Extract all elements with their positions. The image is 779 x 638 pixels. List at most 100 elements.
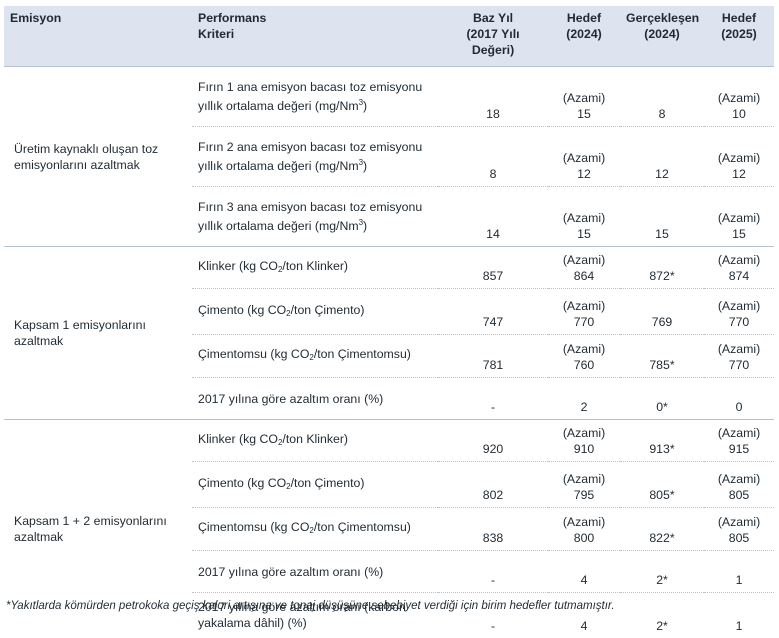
- target-2024-cell: 4: [548, 550, 620, 593]
- table-body: Üretim kaynaklı oluşan toz emisyonlarını…: [4, 66, 774, 638]
- table-row: Çimento (kg CO2/ton Çimento) 747 (Azami) 77…: [4, 288, 774, 335]
- base-year-value: 8: [438, 126, 548, 187]
- target-2025-note: (Azami): [717, 515, 761, 529]
- actual-2024-value: 2*: [620, 550, 704, 593]
- actual-2024-value: 0*: [620, 377, 704, 420]
- actual-2024-value: 785*: [620, 334, 704, 378]
- table-row: 2017 yılına göre azaltım oranı (%) - 4 2* 1: [4, 550, 774, 593]
- header-emission: Emisyon: [10, 11, 62, 25]
- criteria-text-suffix: ): [363, 99, 368, 114]
- target-2025-value: 874: [728, 269, 750, 283]
- criteria-cell: Çimentomsu (kg CO2/ton Çimentomsu): [192, 334, 438, 378]
- target-2024-value: 12: [577, 167, 591, 181]
- target-2024-cell: (Azami) 12: [548, 126, 620, 187]
- base-year-value: 18: [438, 66, 548, 127]
- actual-2024-value: 12: [620, 126, 704, 187]
- target-2025-cell: (Azami) 12: [704, 126, 774, 187]
- base-year-value: -: [438, 550, 548, 593]
- table-row: Çimentomsu (kg CO2/ton Çimentomsu) 781 (Az…: [4, 334, 774, 378]
- target-2025-cell: 0: [704, 377, 774, 420]
- target-2024-note: (Azami): [562, 91, 606, 105]
- table-row: 2017 yılına göre azaltım oranı (%) - 2 0* 0: [4, 377, 774, 420]
- criteria-text: Fırın 2 ana emisyon bacası toz emisyonu …: [198, 139, 423, 174]
- target-2025-note: (Azami): [717, 342, 761, 356]
- header-base-year: Baz Yıl (2017 Yılı Değeri): [466, 11, 520, 57]
- criteria-text-suffix: /ton Klinker): [282, 431, 349, 446]
- criteria-subscript: 2: [286, 308, 291, 318]
- actual-2024-value: 2*: [620, 592, 704, 638]
- target-2025-cell: (Azami) 805: [704, 461, 774, 508]
- criteria-cell: 2017 yılına göre azaltım oranı (%): [192, 550, 438, 593]
- target-2025-value: 1: [735, 573, 743, 587]
- criteria-cell: Klinker (kg CO2/ton Klinker): [192, 246, 438, 289]
- target-2024-value: 770: [573, 315, 595, 329]
- criteria-text-suffix: ): [363, 219, 368, 234]
- target-2024-note: (Azami): [562, 151, 606, 165]
- criteria-superscript: 3: [358, 157, 364, 167]
- criteria-superscript: 3: [358, 97, 364, 107]
- target-2025-note: (Azami): [717, 299, 761, 313]
- header-target-2025: Hedef (2025): [721, 11, 757, 41]
- target-2025-note: (Azami): [717, 91, 761, 105]
- actual-2024-value: 15: [620, 186, 704, 247]
- target-2025-cell: (Azami) 10: [704, 66, 774, 127]
- criteria-cell: 2017 yılına göre azaltım oranı (%): [192, 377, 438, 420]
- target-2024-value: 4: [580, 618, 588, 633]
- table-row: Fırın 2 ana emisyon bacası toz emisyonu …: [4, 126, 774, 187]
- target-2024-value: 864: [573, 269, 595, 283]
- target-2025-value: 12: [732, 167, 746, 181]
- target-2024-note: (Azami): [562, 515, 606, 529]
- table-row: Kapsam 1 + 2 emisyonlarını azaltmak Klink…: [4, 419, 774, 638]
- target-2025-note: (Azami): [717, 151, 761, 165]
- target-2025-value: 0: [735, 400, 743, 414]
- criteria-text: Çimentomsu (kg CO: [198, 520, 310, 534]
- target-2025-cell: 1: [704, 592, 774, 638]
- target-2025-cell: (Azami) 15: [704, 186, 774, 247]
- criteria-subscript: 2: [277, 437, 283, 447]
- target-2025-value: 805: [728, 531, 750, 545]
- criteria-text-suffix: /ton Çimentomsu): [313, 520, 411, 534]
- base-year-value: 781: [438, 334, 548, 378]
- target-2025-value: 805: [728, 488, 750, 502]
- criteria-text-suffix: /ton Çimento): [290, 475, 365, 490]
- target-2024-note: (Azami): [562, 342, 606, 356]
- emission-group-label: Kapsam 1 + 2 emisyonlarını azaltmak: [4, 419, 192, 638]
- target-2025-cell: (Azami) 915: [704, 419, 774, 462]
- table-row: Kapsam 1 emisyonlarını azaltmak Klinker (…: [4, 246, 774, 420]
- criteria-subscript: 2: [286, 481, 291, 491]
- header-target-2024: Hedef (2024): [566, 11, 602, 41]
- criteria-text: Çimentomsu (kg CO: [198, 347, 310, 361]
- criteria-subscript: 2: [277, 264, 283, 274]
- target-2024-note: (Azami): [562, 211, 606, 225]
- target-2025-value: 770: [728, 315, 750, 329]
- target-2024-cell: (Azami) 770: [548, 288, 620, 335]
- emission-group-label: Kapsam 1 emisyonlarını azaltmak: [4, 246, 192, 420]
- target-2025-value: 1: [735, 618, 743, 633]
- table-row: Çimento (kg CO2/ton Çimento) 802 (Azami) 79…: [4, 461, 774, 508]
- criteria-cell: Fırın 3 ana emisyon bacası toz emisyonu …: [192, 186, 438, 247]
- footnote: *Yakıtlarda kömürden petrokoka geçiş kal…: [6, 600, 615, 612]
- criteria-text-suffix: ): [363, 159, 368, 174]
- table-row: Fırın 3 ana emisyon bacası toz emisyonu …: [4, 186, 774, 247]
- criteria-text-suffix: /ton Klinker): [282, 258, 349, 273]
- target-2025-value: 15: [732, 227, 746, 241]
- criteria-text: Klinker (kg CO: [198, 431, 278, 446]
- base-year-value: 838: [438, 507, 548, 551]
- target-2024-cell: (Azami) 15: [548, 66, 620, 127]
- target-2025-note: (Azami): [717, 253, 761, 267]
- criteria-cell: Çimentomsu (kg CO2/ton Çimentomsu): [192, 507, 438, 551]
- target-2024-cell: (Azami) 864: [548, 246, 620, 289]
- emission-table-wrapper: Emisyon Performans Kriteri Baz Yıl (2017…: [4, 6, 774, 638]
- table-header-row: Emisyon Performans Kriteri Baz Yıl (2017…: [4, 6, 774, 67]
- target-2025-value: 770: [728, 358, 750, 372]
- target-2025-value: 10: [732, 107, 746, 121]
- emission-performance-table: Emisyon Performans Kriteri Baz Yıl (2017…: [4, 6, 774, 638]
- actual-2024-value: 769: [620, 288, 704, 335]
- criteria-text-suffix: /ton Çimento): [290, 302, 365, 317]
- header-criteria: Performans Kriteri: [198, 11, 267, 41]
- target-2024-note: (Azami): [562, 426, 606, 440]
- target-2025-note: (Azami): [717, 472, 761, 486]
- target-2024-cell: (Azami) 15: [548, 186, 620, 247]
- criteria-superscript: 3: [358, 217, 364, 227]
- target-2024-note: (Azami): [562, 472, 606, 486]
